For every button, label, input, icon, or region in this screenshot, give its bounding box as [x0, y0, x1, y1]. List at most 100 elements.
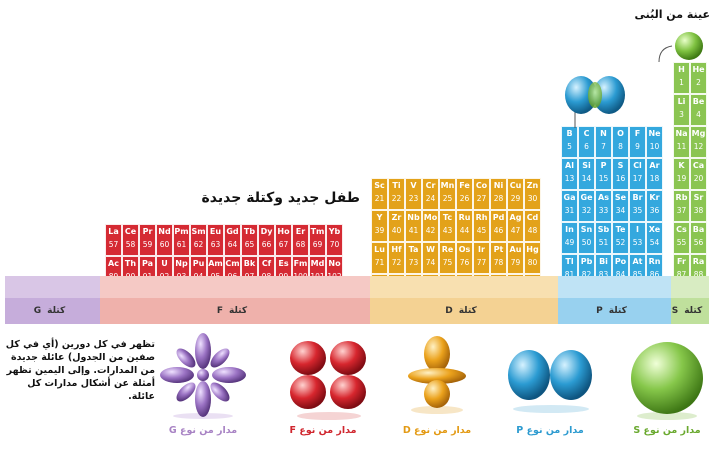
element-number: 63 [210, 240, 221, 249]
element-number: 45 [476, 226, 487, 235]
element-number: 83 [598, 270, 609, 279]
s-block-label: S كتلة [671, 298, 709, 324]
element-symbol: Pt [493, 245, 504, 254]
element-symbol: In [565, 225, 574, 234]
element-symbol: Cm [225, 259, 240, 268]
element-cell: Sm 62 [190, 224, 207, 256]
element-symbol: Bk [243, 259, 256, 268]
element-number: 24 [425, 194, 436, 203]
element-number: 67 [278, 240, 289, 249]
element-number: 47 [510, 226, 521, 235]
element-symbol: Y [376, 213, 383, 222]
element-cell: Pr 59 [139, 224, 156, 256]
element-symbol: Rb [675, 193, 688, 202]
element-symbol: Re [441, 245, 454, 254]
g-block-word: كتلة [47, 306, 66, 316]
element-cell: As 33 [595, 190, 612, 222]
element-symbol: Cl [633, 161, 642, 170]
element-symbol: Sr [693, 193, 704, 202]
element-number: 87 [676, 270, 687, 279]
element-number: 34 [615, 206, 626, 215]
element-symbol: Ce [124, 227, 137, 236]
element-symbol: Pa [141, 259, 154, 268]
element-symbol: No [328, 259, 341, 268]
element-cell: Li 3 [673, 94, 690, 126]
element-number: 2 [696, 78, 701, 87]
element-cell: Tm 69 [309, 224, 326, 256]
element-number: 33 [598, 206, 609, 215]
element-symbol: Ac [108, 259, 119, 268]
element-cell: Mg 12 [690, 126, 707, 158]
element-cell: Cs 55 [673, 222, 690, 254]
p-block-letter: P [596, 306, 603, 316]
element-number: 37 [676, 206, 687, 215]
element-symbol: Ni [493, 181, 504, 190]
element-cell: Ir 77 [473, 242, 490, 274]
element-cell: Co 27 [473, 178, 490, 210]
element-symbol: Lu [374, 245, 385, 254]
element-number: 41 [408, 226, 419, 235]
element-symbol: F [634, 129, 641, 138]
element-number: 29 [510, 194, 521, 203]
element-number: 59 [142, 240, 153, 249]
element-symbol: Hf [391, 245, 402, 254]
element-number: 40 [391, 226, 402, 235]
element-symbol: K [678, 161, 685, 170]
element-cell: Mo 42 [422, 210, 439, 242]
element-symbol: Zr [391, 213, 402, 222]
element-number: 65 [244, 240, 255, 249]
element-cell: Ni 28 [490, 178, 507, 210]
element-number: 18 [649, 174, 660, 183]
element-symbol: Er [295, 227, 306, 236]
element-symbol: Os [458, 245, 471, 254]
element-symbol: Tm [310, 227, 325, 236]
caption-s-orbital: مدار من نوع S [633, 425, 701, 436]
element-symbol: Au [509, 245, 522, 254]
element-symbol: Md [310, 259, 325, 268]
element-symbol: Co [475, 181, 488, 190]
element-number: 21 [374, 194, 385, 203]
element-cell: Gd 64 [224, 224, 241, 256]
element-symbol: Al [565, 161, 574, 170]
element-number: 19 [676, 174, 687, 183]
element-number: 46 [493, 226, 504, 235]
element-cell: Se 34 [612, 190, 629, 222]
element-cell: Ru 44 [456, 210, 473, 242]
element-symbol: U [161, 259, 168, 268]
element-cell: Br 35 [629, 190, 646, 222]
d-block-band [370, 276, 558, 298]
f-block-letter: F [216, 306, 224, 316]
element-symbol: W [426, 245, 435, 254]
element-number: 62 [193, 240, 204, 249]
element-number: 82 [581, 270, 592, 279]
element-symbol: Cu [509, 181, 522, 190]
element-cell: Fe 26 [456, 178, 473, 210]
element-symbol: Sn [580, 225, 593, 234]
element-cell: Os 76 [456, 242, 473, 274]
element-number: 17 [632, 174, 643, 183]
element-symbol: N [600, 129, 607, 138]
element-cell: Ta 73 [405, 242, 422, 274]
element-symbol: Ca [692, 161, 705, 170]
s-orbital-icon [631, 342, 703, 420]
element-symbol: Tc [442, 213, 453, 222]
element-cell: Au 79 [507, 242, 524, 274]
element-number: 48 [527, 226, 538, 235]
element-symbol: Ho [277, 227, 290, 236]
element-symbol: Sc [374, 181, 385, 190]
p-block-label: P كتلة [558, 298, 671, 324]
element-cell: Cd 48 [524, 210, 541, 242]
element-symbol: Pu [192, 259, 205, 268]
element-symbol: Pr [142, 227, 153, 236]
element-cell: Nb 41 [405, 210, 422, 242]
element-number: 13 [564, 174, 575, 183]
element-cell: Re 75 [439, 242, 456, 274]
element-cell: V 23 [405, 178, 422, 210]
element-symbol: O [617, 129, 624, 138]
d-block-letter: D [445, 306, 453, 316]
element-number: 80 [527, 258, 538, 267]
element-number: 15 [598, 174, 609, 183]
element-number: 68 [295, 240, 306, 249]
d-orbital-icon [408, 336, 466, 414]
